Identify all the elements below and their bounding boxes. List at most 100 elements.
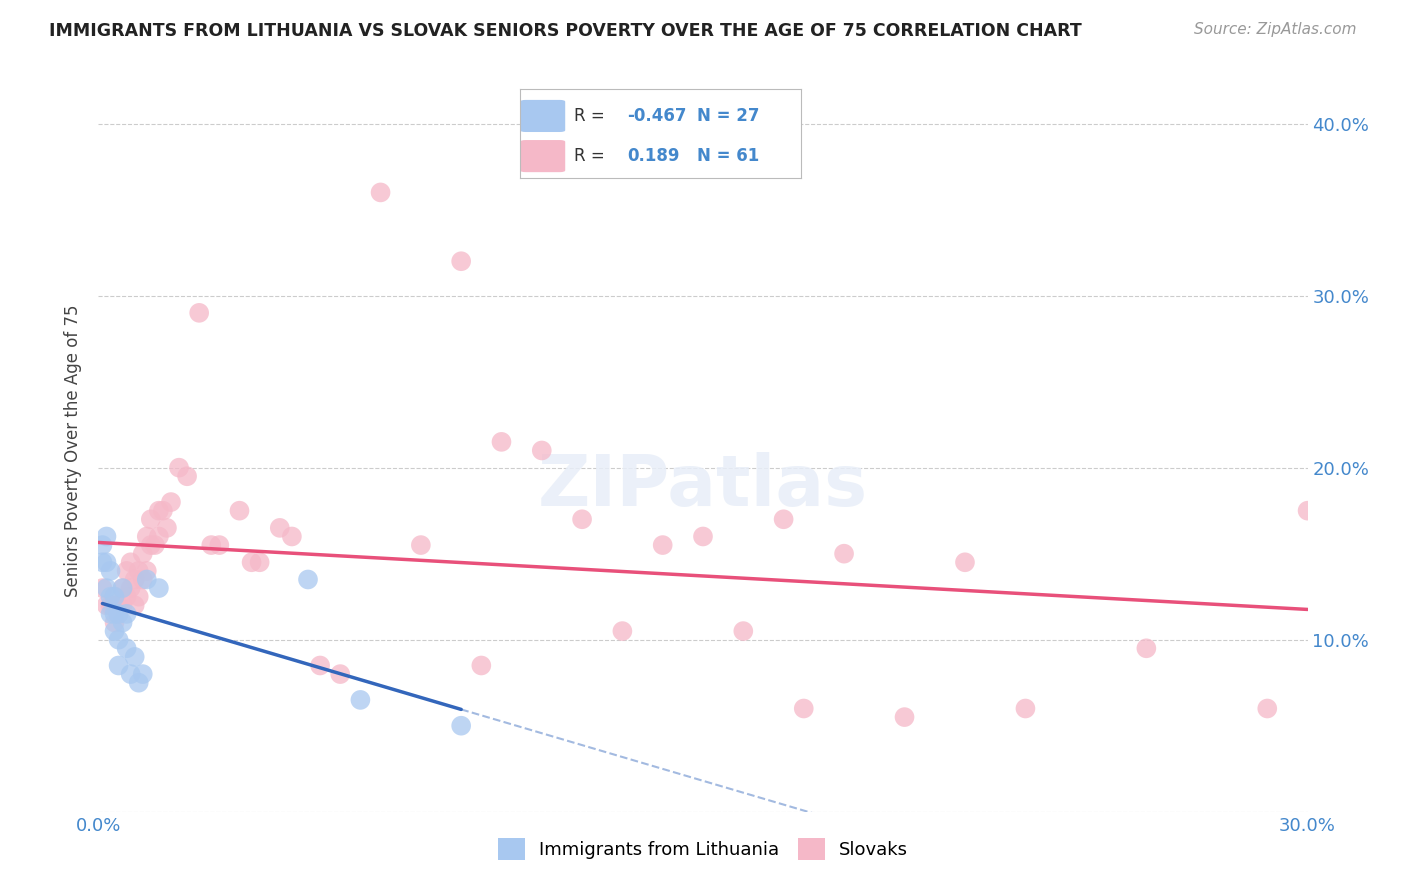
Point (100, 564, 122, 578)
Point (103, 590, 125, 604)
Point (111, 599, 134, 613)
Point (793, 701, 815, 715)
Point (167, 460, 190, 475)
Point (692, 529, 714, 543)
Point (156, 521, 179, 535)
Point (329, 667, 352, 681)
Point (135, 573, 157, 587)
Point (139, 512, 162, 526)
Point (208, 538, 231, 552)
Point (772, 512, 794, 526)
Point (139, 538, 162, 552)
Point (143, 538, 166, 552)
Point (135, 564, 157, 578)
Point (491, 434, 513, 449)
Point (176, 469, 198, 483)
Text: N = 27: N = 27 (697, 107, 759, 125)
Point (96, 581, 118, 595)
Point (100, 607, 122, 621)
Text: IMMIGRANTS FROM LITHUANIA VS SLOVAK SENIORS POVERTY OVER THE AGE OF 75 CORRELATI: IMMIGRANTS FROM LITHUANIA VS SLOVAK SENI… (49, 22, 1083, 40)
Text: Source: ZipAtlas.com: Source: ZipAtlas.com (1194, 22, 1357, 37)
Point (103, 607, 125, 621)
Point (111, 615, 134, 630)
Point (152, 503, 174, 517)
Point (953, 555, 976, 569)
Point (188, 306, 211, 320)
Point (1296, 503, 1319, 517)
Point (128, 675, 150, 690)
Point (135, 529, 157, 543)
FancyBboxPatch shape (520, 100, 565, 132)
Point (1256, 701, 1278, 715)
Point (409, 538, 432, 552)
Point (115, 564, 138, 578)
Point (269, 521, 291, 535)
Point (96, 599, 118, 613)
Point (96, 529, 118, 543)
Point (240, 555, 263, 569)
Point (103, 624, 125, 639)
Point (148, 503, 170, 517)
Point (160, 495, 183, 509)
Text: ZIPatlas: ZIPatlas (538, 452, 868, 521)
Point (107, 607, 129, 621)
Legend: Immigrants from Lithuania, Slovaks: Immigrants from Lithuania, Slovaks (491, 831, 915, 868)
Point (733, 624, 755, 639)
Text: R =: R = (574, 147, 610, 165)
Point (103, 615, 125, 630)
Text: -0.467: -0.467 (627, 107, 686, 125)
Point (612, 624, 634, 639)
Point (128, 564, 150, 578)
Point (1135, 641, 1157, 656)
Point (349, 693, 371, 707)
Point (100, 590, 122, 604)
Point (281, 529, 304, 543)
Point (450, 254, 472, 268)
Point (530, 443, 553, 458)
Point (200, 538, 222, 552)
Point (120, 555, 142, 569)
Point (111, 581, 134, 595)
Point (297, 573, 319, 587)
Point (309, 658, 332, 673)
Point (91, 581, 114, 595)
Point (124, 573, 146, 587)
Point (132, 573, 155, 587)
Point (148, 529, 170, 543)
Point (651, 538, 673, 552)
Point (107, 599, 129, 613)
Point (115, 607, 138, 621)
Point (132, 547, 155, 561)
Point (120, 667, 142, 681)
Point (107, 658, 129, 673)
Point (115, 641, 138, 656)
Point (107, 607, 129, 621)
Point (120, 581, 142, 595)
Point (124, 599, 146, 613)
Point (832, 547, 855, 561)
Point (132, 667, 155, 681)
Point (91, 538, 114, 552)
Point (228, 503, 250, 517)
Point (571, 512, 593, 526)
Text: N = 61: N = 61 (697, 147, 759, 165)
Point (450, 719, 472, 733)
Point (128, 590, 150, 604)
Point (100, 599, 122, 613)
Point (96, 555, 118, 569)
Point (893, 710, 915, 724)
Point (103, 590, 125, 604)
Point (115, 590, 138, 604)
Point (148, 581, 170, 595)
Text: R =: R = (574, 107, 610, 125)
Text: 0.189: 0.189 (627, 147, 679, 165)
Point (124, 649, 146, 664)
Point (111, 581, 134, 595)
Point (107, 632, 129, 647)
Point (470, 658, 492, 673)
FancyBboxPatch shape (520, 140, 565, 172)
Point (370, 186, 392, 200)
Point (249, 555, 271, 569)
Y-axis label: Seniors Poverty Over the Age of 75: Seniors Poverty Over the Age of 75 (65, 304, 83, 597)
Point (1014, 701, 1036, 715)
